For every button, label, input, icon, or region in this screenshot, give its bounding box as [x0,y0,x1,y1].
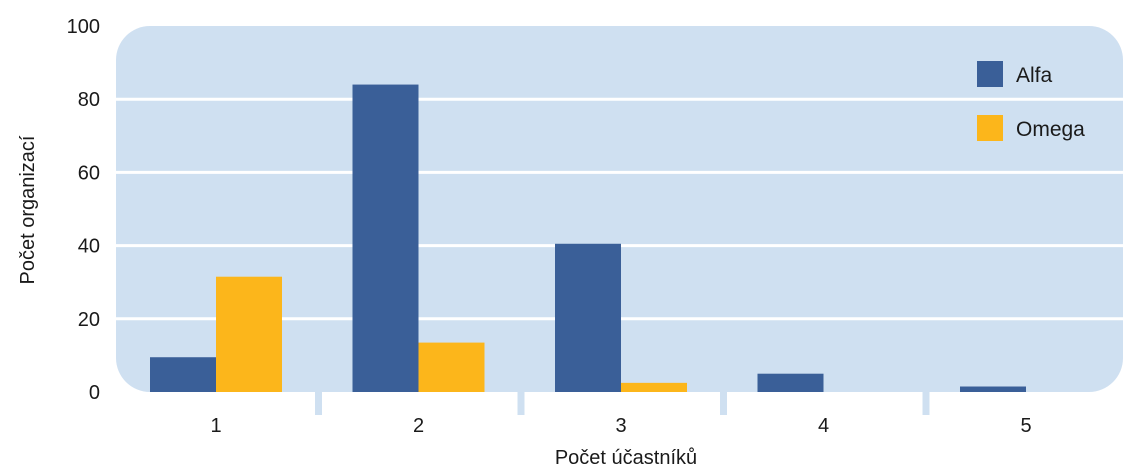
legend-swatch-omega [977,115,1003,141]
y-tick-label: 0 [89,382,100,404]
x-axis-tick-mark [922,392,930,415]
x-tick-label: 3 [615,415,626,437]
x-tick-label: 2 [413,415,424,437]
bar-alfa-3 [555,243,621,392]
x-axis-tick-mark [517,392,525,415]
x-tick-label: 1 [210,415,221,437]
x-axis-title: Počet účastníků [555,447,697,469]
x-axis-ticks: 1 2 3 4 5 [210,415,1031,437]
legend-swatch-alfa [977,61,1003,87]
x-axis-tick-mark [720,392,727,415]
bar-alfa-2 [352,84,419,392]
bar-omega-2 [418,342,485,392]
x-axis-tick-mark [315,392,322,415]
y-tick-label: 80 [78,89,100,111]
bar-alfa-4 [757,373,824,392]
y-tick-label: 100 [67,16,100,38]
x-axis-tick-marks [315,392,930,415]
y-tick-label: 60 [78,162,100,184]
legend-label-omega: Omega [1016,118,1085,141]
y-axis-title: Počet organizací [17,135,39,284]
legend-label-alfa: Alfa [1016,64,1053,87]
bars [150,84,1026,392]
bar-alfa-5 [960,386,1026,392]
bar-alfa-1 [150,357,216,392]
y-axis-ticks: 0 20 40 60 80 100 [67,16,100,404]
y-tick-label: 40 [78,236,100,258]
bar-omega-1 [216,276,282,392]
y-tick-label: 20 [78,309,100,331]
legend: Alfa Omega [977,61,1085,141]
x-tick-label: 4 [818,415,829,437]
bar-omega-3 [621,382,687,392]
x-tick-label: 5 [1020,415,1031,437]
